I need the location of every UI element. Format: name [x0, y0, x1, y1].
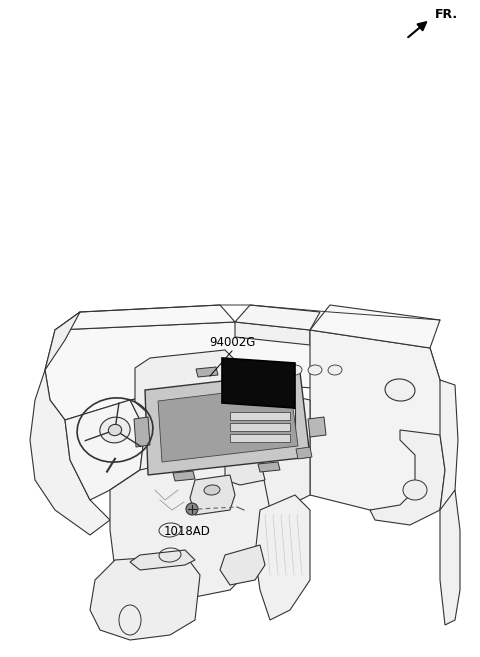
Polygon shape — [255, 495, 310, 620]
Ellipse shape — [243, 365, 257, 375]
Polygon shape — [55, 305, 235, 330]
Polygon shape — [45, 322, 440, 420]
Polygon shape — [308, 417, 326, 437]
Polygon shape — [235, 322, 310, 345]
Ellipse shape — [100, 417, 130, 443]
Polygon shape — [225, 450, 265, 485]
Polygon shape — [258, 462, 280, 472]
Polygon shape — [65, 400, 145, 500]
Polygon shape — [145, 372, 310, 475]
Ellipse shape — [263, 365, 277, 375]
Polygon shape — [222, 358, 295, 408]
Polygon shape — [310, 305, 440, 348]
Ellipse shape — [403, 480, 427, 500]
Ellipse shape — [328, 365, 342, 375]
Polygon shape — [130, 550, 195, 570]
Polygon shape — [440, 490, 460, 625]
Polygon shape — [230, 412, 290, 420]
Polygon shape — [110, 450, 270, 600]
Polygon shape — [173, 471, 195, 481]
Polygon shape — [190, 475, 235, 515]
Polygon shape — [158, 385, 298, 462]
Ellipse shape — [204, 485, 220, 495]
Circle shape — [186, 503, 198, 515]
Ellipse shape — [385, 379, 415, 401]
Polygon shape — [135, 350, 240, 415]
Polygon shape — [134, 417, 150, 447]
Text: 94002G: 94002G — [209, 336, 255, 349]
Polygon shape — [90, 555, 200, 640]
Polygon shape — [310, 330, 450, 510]
Polygon shape — [296, 447, 312, 459]
Polygon shape — [370, 430, 445, 525]
Polygon shape — [225, 408, 295, 445]
Ellipse shape — [108, 424, 121, 436]
Polygon shape — [45, 312, 80, 370]
Polygon shape — [230, 423, 290, 431]
Polygon shape — [196, 367, 218, 377]
Text: 1018AD: 1018AD — [164, 525, 210, 538]
Polygon shape — [110, 382, 310, 520]
Ellipse shape — [308, 365, 322, 375]
Polygon shape — [230, 434, 290, 442]
Polygon shape — [235, 305, 320, 330]
Polygon shape — [440, 380, 458, 520]
Ellipse shape — [288, 365, 302, 375]
Polygon shape — [220, 545, 265, 585]
Text: FR.: FR. — [435, 9, 458, 22]
Polygon shape — [30, 370, 110, 535]
Polygon shape — [246, 363, 268, 373]
